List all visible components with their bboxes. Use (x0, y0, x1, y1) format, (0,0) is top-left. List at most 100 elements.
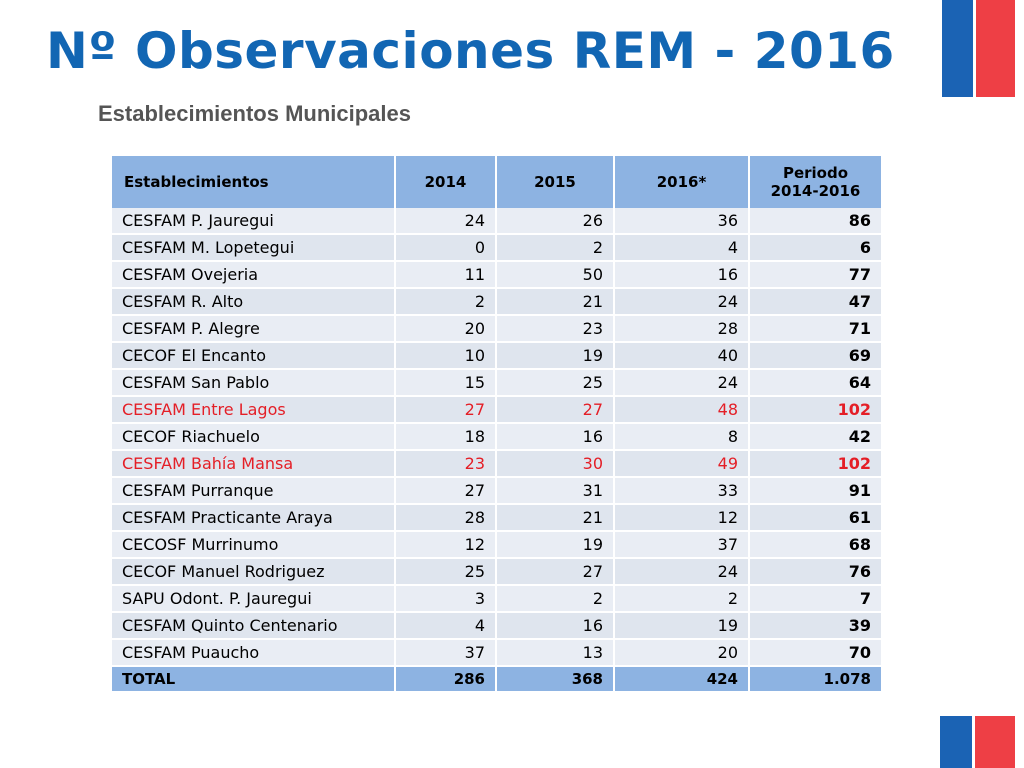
table-header-row: Establecimientos 2014 2015 2016* Periodo… (112, 156, 881, 208)
table-row: CESFAM Quinto Centenario 4 16 19 39 (112, 613, 881, 640)
cell-2014: 23 (396, 451, 495, 478)
cell-2014: 10 (396, 343, 495, 370)
cell-establecimiento: CESFAM Practicante Araya (112, 505, 394, 532)
cell-2015: 19 (497, 343, 613, 370)
cell-2016: 24 (615, 289, 748, 316)
observations-table: Establecimientos 2014 2015 2016* Periodo… (110, 156, 883, 693)
flag-red-stripe (976, 0, 1015, 97)
cell-periodo: 6 (750, 235, 881, 262)
cell-2016: 36 (615, 208, 748, 235)
table-row: CECOF El Encanto 10 19 40 69 (112, 343, 881, 370)
table-row: CESFAM P. Jauregui 24 26 36 86 (112, 208, 881, 235)
cell-2016: 48 (615, 397, 748, 424)
cell-2015: 31 (497, 478, 613, 505)
cell-periodo: 7 (750, 586, 881, 613)
cell-2016: 2 (615, 586, 748, 613)
cell-establecimiento: CESFAM Quinto Centenario (112, 613, 394, 640)
cell-2015: 16 (497, 613, 613, 640)
table-row: SAPU Odont. P. Jauregui 3 2 2 7 (112, 586, 881, 613)
table-row: CESFAM R. Alto 2 21 24 47 (112, 289, 881, 316)
cell-2016: 20 (615, 640, 748, 667)
cell-periodo: 71 (750, 316, 881, 343)
table-total-row: TOTAL 286 368 424 1.078 (112, 667, 881, 693)
cell-2015: 19 (497, 532, 613, 559)
table-row: CECOSF Murrinumo 12 19 37 68 (112, 532, 881, 559)
cell-2015: 13 (497, 640, 613, 667)
cell-establecimiento: CESFAM M. Lopetegui (112, 235, 394, 262)
cell-2016: 33 (615, 478, 748, 505)
cell-2016: 4 (615, 235, 748, 262)
cell-periodo: 86 (750, 208, 881, 235)
cell-2016: 19 (615, 613, 748, 640)
total-label: TOTAL (112, 667, 394, 693)
cell-periodo: 102 (750, 397, 881, 424)
cell-2016: 37 (615, 532, 748, 559)
cell-2016: 28 (615, 316, 748, 343)
cell-2015: 26 (497, 208, 613, 235)
flag-logo-top (942, 0, 1015, 97)
cell-establecimiento: CECOSF Murrinumo (112, 532, 394, 559)
table-row: CESFAM Puaucho 37 13 20 70 (112, 640, 881, 667)
flag-logo-bottom (940, 713, 1015, 768)
table-row: CESFAM M. Lopetegui 0 2 4 6 (112, 235, 881, 262)
cell-2014: 0 (396, 235, 495, 262)
cell-2014: 18 (396, 424, 495, 451)
cell-periodo: 39 (750, 613, 881, 640)
cell-2014: 3 (396, 586, 495, 613)
page-subtitle: Establecimientos Municipales (98, 101, 411, 126)
cell-2014: 11 (396, 262, 495, 289)
header-2015: 2015 (497, 156, 613, 208)
cell-periodo: 61 (750, 505, 881, 532)
cell-2015: 21 (497, 289, 613, 316)
cell-periodo: 68 (750, 532, 881, 559)
table-row: CESFAM P. Alegre 20 23 28 71 (112, 316, 881, 343)
cell-periodo: 42 (750, 424, 881, 451)
cell-2016: 12 (615, 505, 748, 532)
cell-2015: 16 (497, 424, 613, 451)
cell-2016: 16 (615, 262, 748, 289)
table-row: CESFAM Bahía Mansa 23 30 49 102 (112, 451, 881, 478)
total-2015: 368 (497, 667, 613, 693)
cell-periodo: 69 (750, 343, 881, 370)
table-row: CESFAM Practicante Araya 28 21 12 61 (112, 505, 881, 532)
table-row: CECOF Riachuelo 18 16 8 42 (112, 424, 881, 451)
cell-periodo: 91 (750, 478, 881, 505)
cell-periodo: 64 (750, 370, 881, 397)
cell-2014: 27 (396, 397, 495, 424)
cell-establecimiento: CESFAM P. Alegre (112, 316, 394, 343)
cell-establecimiento: CESFAM Purranque (112, 478, 394, 505)
flag-blue-stripe (940, 716, 972, 768)
cell-establecimiento: CESFAM R. Alto (112, 289, 394, 316)
cell-establecimiento: CECOF Manuel Rodriguez (112, 559, 394, 586)
header-establecimientos: Establecimientos (112, 156, 394, 208)
cell-establecimiento: CESFAM Entre Lagos (112, 397, 394, 424)
cell-2014: 24 (396, 208, 495, 235)
cell-2015: 21 (497, 505, 613, 532)
header-periodo: Periodo 2014-2016 (750, 156, 881, 208)
cell-establecimiento: CESFAM Bahía Mansa (112, 451, 394, 478)
table-row: CESFAM Entre Lagos 27 27 48 102 (112, 397, 881, 424)
cell-2014: 12 (396, 532, 495, 559)
flag-red-stripe (975, 716, 1015, 768)
cell-2016: 24 (615, 370, 748, 397)
cell-2014: 4 (396, 613, 495, 640)
header-2014: 2014 (396, 156, 495, 208)
cell-periodo: 47 (750, 289, 881, 316)
cell-2015: 25 (497, 370, 613, 397)
cell-establecimiento: CECOF Riachuelo (112, 424, 394, 451)
cell-2015: 23 (497, 316, 613, 343)
cell-2014: 25 (396, 559, 495, 586)
cell-2016: 40 (615, 343, 748, 370)
cell-2016: 49 (615, 451, 748, 478)
cell-2015: 2 (497, 586, 613, 613)
cell-2014: 37 (396, 640, 495, 667)
table-body: CESFAM P. Jauregui 24 26 36 86 CESFAM M. Lope… (112, 208, 881, 693)
cell-2016: 8 (615, 424, 748, 451)
total-2014: 286 (396, 667, 495, 693)
cell-2014: 2 (396, 289, 495, 316)
flag-blue-stripe (942, 0, 973, 97)
table-row: CECOF Manuel Rodriguez 25 27 24 76 (112, 559, 881, 586)
table-row: CESFAM Purranque 27 31 33 91 (112, 478, 881, 505)
cell-establecimiento: SAPU Odont. P. Jauregui (112, 586, 394, 613)
cell-2014: 20 (396, 316, 495, 343)
